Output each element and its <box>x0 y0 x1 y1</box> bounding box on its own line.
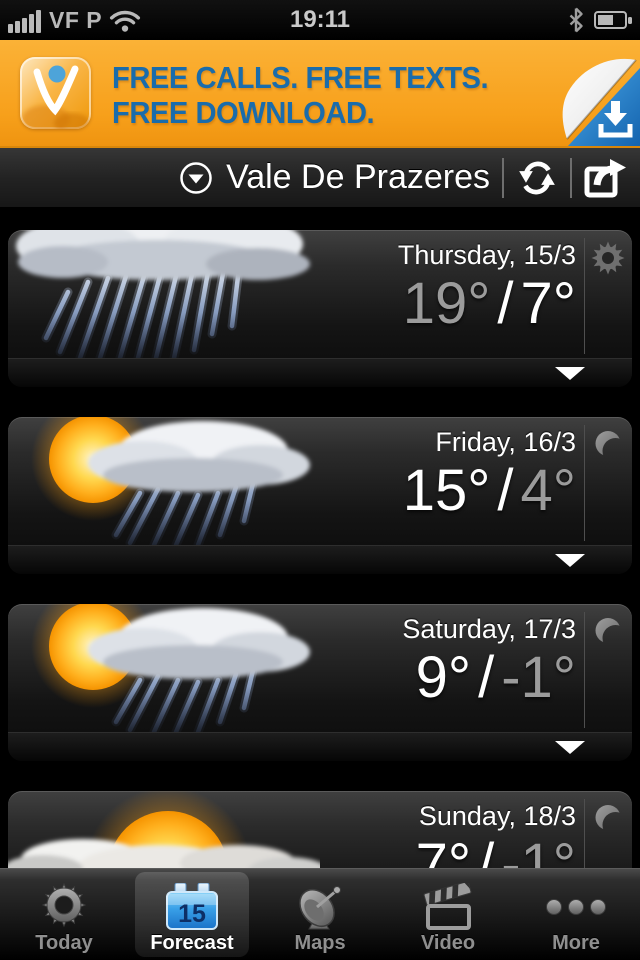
sun-cloud-rain-icon <box>31 417 310 545</box>
app-header: Vale De Prazeres <box>0 148 640 208</box>
forecast-card-thursday[interactable]: Thursday, 15/3 19°/7° <box>8 230 632 387</box>
refresh-icon[interactable] <box>516 157 558 199</box>
day-label: Thursday, 15/3 <box>397 240 576 270</box>
location-dropdown-icon[interactable] <box>178 160 214 196</box>
chevron-down-icon[interactable] <box>555 741 585 754</box>
day-label: Sunday, 18/3 <box>418 801 576 831</box>
forecast-list: Thursday, 15/3 19°/7° <box>0 208 640 948</box>
satellite-dish-icon <box>299 886 341 930</box>
high-temp: 19° <box>402 271 491 336</box>
location-selector[interactable]: Vale De Prazeres <box>178 158 490 197</box>
clapperboard-icon <box>423 883 472 930</box>
wifi-icon <box>110 10 141 32</box>
download-icon <box>598 101 633 138</box>
calendar-icon: 15 <box>166 883 218 930</box>
card-divider <box>584 799 585 915</box>
low-temp: -1° <box>501 645 576 710</box>
chevron-down-icon[interactable] <box>555 554 585 567</box>
messaging-app-logo <box>20 57 91 129</box>
card-divider <box>584 612 585 728</box>
calendar-day-number: 15 <box>178 900 206 928</box>
clock: 19:11 <box>289 6 351 33</box>
header-divider <box>502 157 504 198</box>
rain-cloud-icon <box>16 230 310 358</box>
tab-today[interactable]: Today <box>0 869 128 960</box>
ad-copy: FREE CALLS. FREE TEXTS. FREE DOWNLOAD. <box>112 60 489 130</box>
moon-period-icon <box>595 431 621 456</box>
status-bar: VF P 19:11 <box>0 0 640 40</box>
card-divider <box>584 425 585 541</box>
moon-period-icon <box>595 805 621 830</box>
page-curl-download[interactable] <box>556 54 640 146</box>
tab-video[interactable]: Video <box>384 869 512 960</box>
expand-strip[interactable] <box>8 732 632 761</box>
ellipsis-icon <box>546 899 606 915</box>
temperature-range: 9° / -1° <box>415 645 576 710</box>
tab-label: More <box>552 932 600 954</box>
cell-signal-icon <box>8 10 41 33</box>
moon-period-icon <box>595 618 621 643</box>
forecast-card-friday[interactable]: Friday, 16/3 15°/4° <box>8 417 632 574</box>
tab-forecast[interactable]: 15 Forecast <box>128 869 256 960</box>
temperature-range: 19°/7° <box>402 271 576 336</box>
day-label: Friday, 16/3 <box>435 427 576 457</box>
expand-strip[interactable] <box>8 358 632 387</box>
chevron-down-icon[interactable] <box>555 367 585 380</box>
location-title[interactable]: Vale De Prazeres <box>226 158 490 196</box>
tab-more[interactable]: More <box>512 869 640 960</box>
sun-cloud-rain-icon <box>31 604 310 732</box>
ad-banner[interactable]: FREE CALLS. FREE TEXTS. FREE DOWNLOAD. <box>0 40 640 148</box>
sun-icon <box>42 883 86 927</box>
header-divider <box>570 157 572 198</box>
tab-bar: Today 15 Forecast Maps <box>0 868 640 960</box>
temperature-range: 15°/4° <box>402 458 576 523</box>
tab-label: Maps <box>294 932 346 954</box>
tab-label: Today <box>35 932 93 954</box>
tab-label: Forecast <box>150 932 234 954</box>
high-temp: 9° <box>415 645 472 710</box>
share-icon[interactable] <box>584 157 630 199</box>
card-divider <box>584 238 585 354</box>
forecast-card-saturday[interactable]: Saturday, 17/3 9° / -1° <box>8 604 632 761</box>
bluetooth-icon <box>569 7 583 33</box>
battery-icon <box>594 11 632 29</box>
tab-label: Video <box>420 932 476 954</box>
sun-period-icon <box>591 241 625 275</box>
ad-line-1: FREE CALLS. FREE TEXTS. <box>112 60 489 95</box>
tab-maps[interactable]: Maps <box>256 869 384 960</box>
low-temp: 7° <box>520 271 576 336</box>
expand-strip[interactable] <box>8 545 632 574</box>
ad-line-2: FREE DOWNLOAD. <box>112 95 375 130</box>
high-temp: 15° <box>402 458 491 523</box>
low-temp: 4° <box>520 458 576 523</box>
carrier-label: VF P <box>49 6 103 33</box>
day-label: Saturday, 17/3 <box>402 614 576 644</box>
